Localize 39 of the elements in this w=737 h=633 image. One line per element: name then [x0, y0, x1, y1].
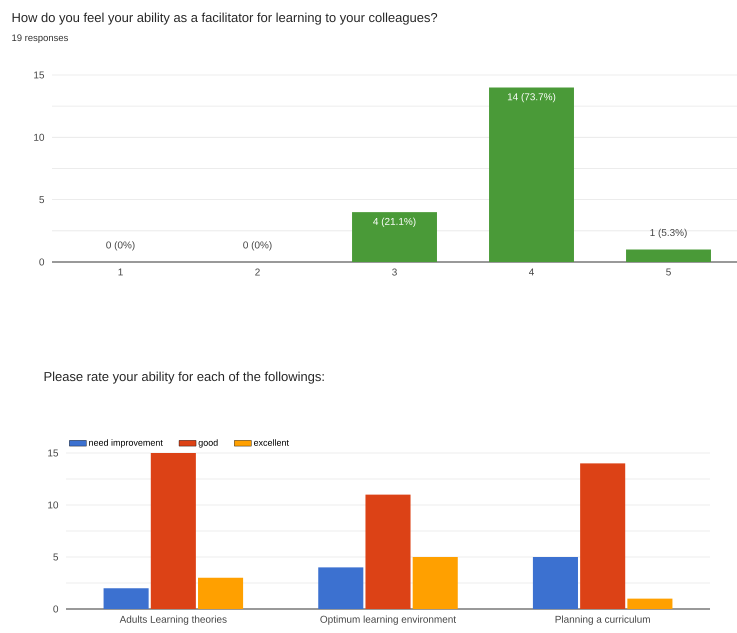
data-label: 1 (5.3%) [650, 228, 687, 238]
x-tick-label: Optimum learning environment [320, 616, 456, 625]
bar [318, 567, 364, 609]
x-tick-label: 4 [528, 268, 534, 276]
y-tick-label: 0 [53, 605, 58, 613]
y-tick-label: 10 [48, 501, 58, 509]
bar [198, 578, 244, 609]
bar [489, 87, 574, 262]
data-label: 0 (0%) [106, 241, 135, 250]
chart-title: How do you feel your ability as a facilitator for learning to your colleagues? [12, 12, 438, 25]
x-tick-label: 1 [118, 268, 123, 276]
legend-label: need improvement [89, 439, 163, 448]
bar [352, 212, 437, 262]
bar [626, 250, 711, 262]
x-tick-label: 5 [666, 268, 671, 276]
chart-title: Please rate your ability for each of the followings: [44, 372, 324, 384]
legend-label: good [198, 439, 218, 448]
y-tick-label: 10 [34, 134, 44, 141]
bar [532, 557, 578, 609]
bar [412, 557, 458, 609]
chart-subtitle: 19 responses [12, 34, 68, 43]
x-tick-label: 2 [255, 268, 260, 276]
legend-label: excellent [254, 439, 289, 446]
x-tick-label: Planning a curriculum [556, 616, 650, 625]
y-tick-label: 5 [53, 554, 58, 560]
data-label: 14 (73.7%) [508, 92, 556, 102]
y-tick-label: 15 [48, 450, 58, 456]
y-tick-label: 0 [39, 258, 44, 266]
y-tick-label: 5 [39, 196, 44, 204]
bar [580, 463, 626, 609]
data-label: 4 (21.1%) [373, 218, 416, 227]
bar [104, 588, 149, 609]
x-tick-label: Adults Learning theories [120, 616, 227, 625]
bar [365, 494, 411, 609]
data-label: 0 (0%) [243, 241, 272, 250]
bar [150, 453, 196, 609]
bar [627, 598, 672, 609]
y-tick-label: 15 [34, 72, 44, 78]
x-tick-label: 3 [392, 268, 397, 276]
